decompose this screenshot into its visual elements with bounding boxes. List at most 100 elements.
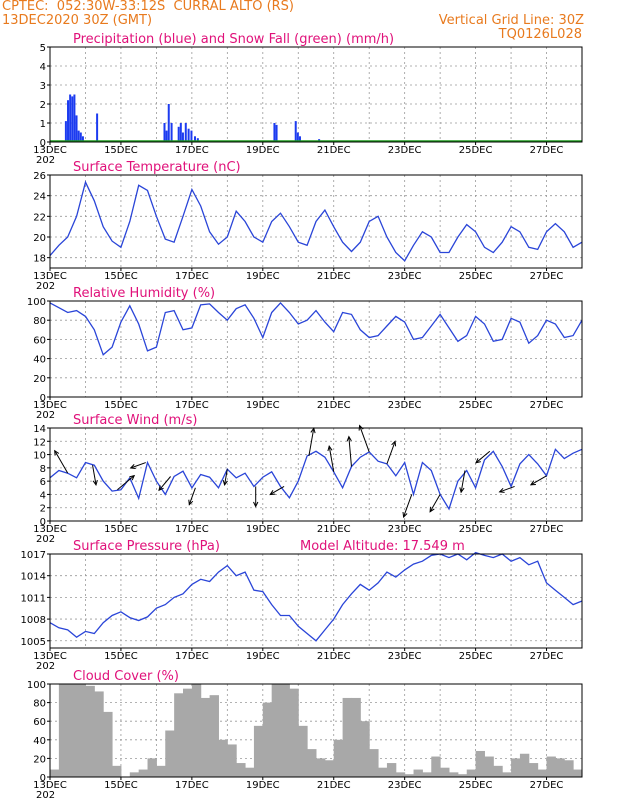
cloud-bar [555, 758, 565, 777]
cloud-bar [369, 749, 379, 777]
y-tick-label: 6 [40, 477, 46, 488]
wind-arrow [348, 436, 352, 467]
cloud-bar [546, 756, 556, 777]
precip-bar [298, 136, 301, 142]
y-tick-label: 5 [40, 43, 46, 54]
y-tick-label: 4 [40, 490, 46, 501]
wind-arrowhead [327, 445, 333, 452]
year-label: 202 [36, 534, 55, 545]
x-tick-label: 27DEC [530, 145, 564, 156]
precip-bar [64, 121, 67, 142]
precip-bar [71, 96, 74, 142]
cloud-bar [85, 685, 95, 777]
x-tick-label: 19DEC [246, 524, 280, 535]
panel-title: Surface Pressure (hPa) [73, 539, 220, 554]
cloud-bar [271, 684, 282, 777]
precip-bar [96, 113, 99, 142]
y-tick-label: 2 [40, 504, 46, 515]
precip-bar [275, 124, 278, 142]
y-tick-label: 2 [40, 100, 46, 111]
cloud-bar [528, 763, 539, 777]
wind-arrow [328, 446, 335, 472]
header-line2-left: 13DEC2020 30Z (GMT) [2, 13, 153, 28]
year-label: 202 [36, 410, 55, 421]
y-tick-label: 100 [27, 680, 46, 691]
year-label: 202 [36, 281, 55, 292]
cloud-bar [475, 750, 485, 777]
cloud-bar [378, 767, 388, 777]
year-label: 202 [36, 790, 55, 800]
x-tick-label: 19DEC [246, 400, 280, 411]
x-tick-label: 17DEC [175, 145, 209, 156]
cloud-bar [227, 744, 237, 777]
y-tick-label: 60 [33, 335, 46, 346]
plot-frame [49, 553, 583, 649]
x-tick-label: 17DEC [175, 780, 209, 791]
precip-bar [193, 136, 196, 142]
y-tick-label: 3 [40, 81, 46, 92]
wind-arrowhead [529, 480, 536, 486]
cloud-bar [502, 772, 512, 777]
precip-bar [73, 94, 76, 142]
cloud-bar [129, 772, 140, 777]
cloud-bar [307, 749, 317, 777]
x-tick-label: 21DEC [317, 400, 351, 411]
cloud-bar [280, 684, 290, 777]
year-label: 202 [36, 661, 55, 672]
y-tick-label: 20 [33, 233, 46, 244]
x-tick-label: 19DEC [246, 145, 280, 156]
precip-bar [165, 130, 168, 142]
cloud-bar [191, 684, 202, 777]
cloud-bar [457, 774, 468, 777]
wind-arrowhead [188, 499, 194, 506]
y-tick-label: 4 [40, 62, 46, 73]
y-tick-label: 1005 [21, 637, 46, 648]
precip-bar [190, 130, 193, 142]
wind-arrowhead [429, 506, 435, 513]
cloud-bar [174, 693, 184, 777]
y-tick-label: 26 [33, 171, 46, 182]
cloud-bar [147, 758, 157, 777]
wind-arrowhead [459, 487, 465, 494]
wind-arrowhead [54, 449, 60, 456]
cloud-bar [519, 753, 530, 777]
header-line1-left: CPTEC: 052:30W-33:12S CURRAL ALTO (RS) [2, 0, 295, 14]
precip-bar [273, 123, 276, 142]
cloud-bar [165, 730, 175, 777]
y-tick-label: 0 [40, 517, 46, 528]
wind-arrowhead [391, 440, 397, 447]
x-tick-label: 21DEC [317, 145, 351, 156]
x-tick-label: 21DEC [317, 271, 351, 282]
wind-arrowhead [92, 479, 98, 487]
x-tick-label: 27DEC [530, 524, 564, 535]
cloud-bar [253, 725, 264, 777]
year-label: 202 [36, 155, 55, 166]
x-tick-label: 23DEC [388, 271, 422, 282]
y-tick-label: 14 [33, 424, 46, 435]
precip-bar [179, 123, 182, 142]
x-tick-label: 13DEC [33, 780, 67, 791]
y-tick-label: 80 [33, 699, 46, 710]
wind-arrow [403, 494, 413, 518]
x-tick-label: 25DEC [459, 271, 493, 282]
wind-arrowhead [129, 474, 136, 481]
cloud-bar [183, 688, 193, 777]
x-tick-label: 15DEC [104, 651, 138, 662]
series-line [49, 448, 583, 511]
x-tick-label: 27DEC [530, 651, 564, 662]
cloud-bar [564, 760, 574, 777]
cloud-bar [316, 758, 326, 777]
cloud-bar [449, 772, 459, 777]
cloud-bar [156, 765, 166, 777]
wind-arrow [92, 465, 97, 485]
wind-arrow [188, 487, 196, 505]
panel-title: Relative Humidity (%) [73, 286, 215, 301]
cloud-bar [200, 697, 211, 777]
cloud-bar [262, 702, 273, 777]
panel-title: Surface Temperature (nC) [73, 160, 241, 175]
precip-bar [67, 100, 70, 142]
wind-arrow [359, 425, 370, 453]
cloud-bar [298, 725, 308, 777]
cloud-bar [537, 769, 548, 777]
cloud-bar [573, 769, 583, 777]
